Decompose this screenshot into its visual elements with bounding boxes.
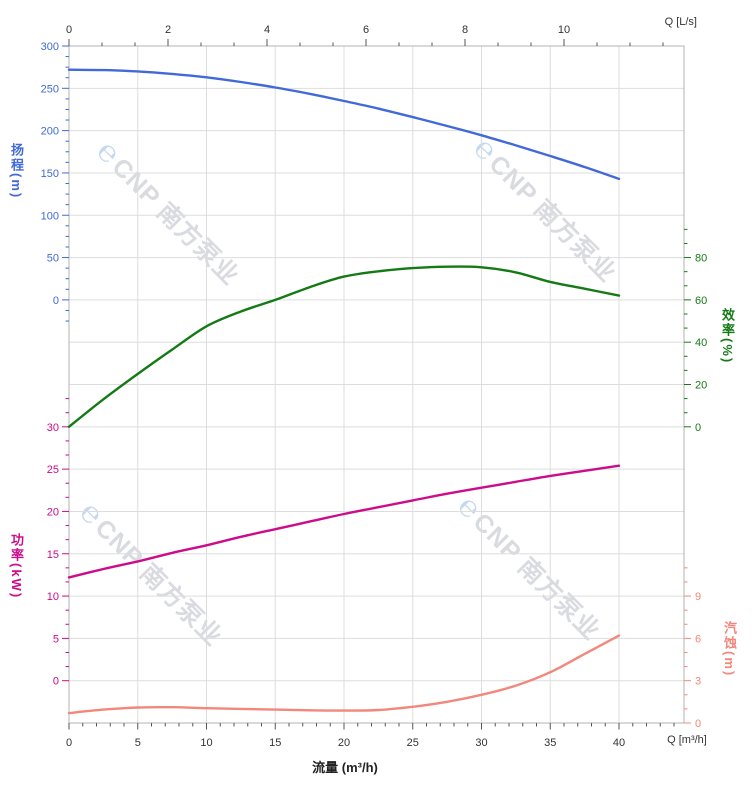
npsh-axis-title: 汽蚀(m): [722, 621, 737, 678]
power-axis: 30 25 20 15 10 5 0: [47, 398, 69, 688]
eff-axis: 80 60 40 20 0: [684, 228, 707, 434]
svg-text:5: 5: [53, 633, 59, 645]
svg-text:25: 25: [47, 464, 59, 476]
svg-text:200: 200: [41, 126, 59, 138]
plot-grid: [69, 46, 684, 723]
svg-text:10: 10: [47, 591, 59, 603]
top-axis: 0 2 4 6 8 10: [66, 24, 664, 46]
npsh-axis: 9 6 3 0: [684, 567, 701, 730]
svg-text:20: 20: [695, 380, 707, 392]
svg-text:300: 300: [41, 41, 59, 53]
bottom-axis: 0 5 10 15 20 25 30 35 40: [66, 723, 675, 749]
svg-text:20: 20: [47, 506, 59, 518]
svg-text:0: 0: [53, 295, 59, 307]
svg-text:0: 0: [53, 676, 59, 688]
svg-text:30: 30: [47, 422, 59, 434]
npsh-curve: [67, 634, 621, 715]
svg-text:40: 40: [613, 737, 625, 749]
svg-text:3: 3: [695, 676, 701, 688]
svg-text:100: 100: [41, 210, 59, 222]
power-axis-title: 功率(kW): [9, 533, 24, 600]
svg-text:10: 10: [558, 24, 570, 36]
svg-text:35: 35: [544, 737, 556, 749]
bottom-axis-unit-label: Q [m³/h]: [667, 734, 707, 746]
svg-text:0: 0: [695, 718, 701, 730]
svg-text:6: 6: [363, 24, 369, 36]
svg-text:50: 50: [47, 253, 59, 265]
x-axis-title: 流量 (m³/h): [312, 760, 378, 775]
svg-text:80: 80: [695, 253, 707, 265]
svg-text:0: 0: [695, 422, 701, 434]
svg-text:30: 30: [475, 737, 487, 749]
svg-text:20: 20: [338, 737, 350, 749]
svg-text:15: 15: [47, 549, 59, 561]
svg-text:0: 0: [66, 737, 72, 749]
svg-text:5: 5: [135, 737, 141, 749]
svg-text:25: 25: [407, 737, 419, 749]
power-curve: [67, 464, 621, 579]
svg-text:60: 60: [695, 295, 707, 307]
svg-text:150: 150: [41, 168, 59, 180]
head-curve: [67, 68, 621, 181]
svg-text:9: 9: [695, 591, 701, 603]
svg-text:250: 250: [41, 83, 59, 95]
head-axis-title: 扬程(m): [9, 143, 24, 200]
efficiency-curve: [67, 265, 621, 428]
svg-text:10: 10: [200, 737, 212, 749]
svg-text:2: 2: [165, 24, 171, 36]
top-axis-unit-label: Q [L/s]: [664, 16, 697, 28]
svg-text:8: 8: [462, 24, 468, 36]
svg-text:6: 6: [695, 633, 701, 645]
svg-text:15: 15: [269, 737, 281, 749]
head-axis: 300 250 200 150 100 50 0: [41, 41, 69, 322]
svg-text:40: 40: [695, 337, 707, 349]
svg-text:4: 4: [264, 24, 270, 36]
svg-text:0: 0: [66, 24, 72, 36]
efficiency-axis-title: 效率(%): [720, 308, 735, 365]
